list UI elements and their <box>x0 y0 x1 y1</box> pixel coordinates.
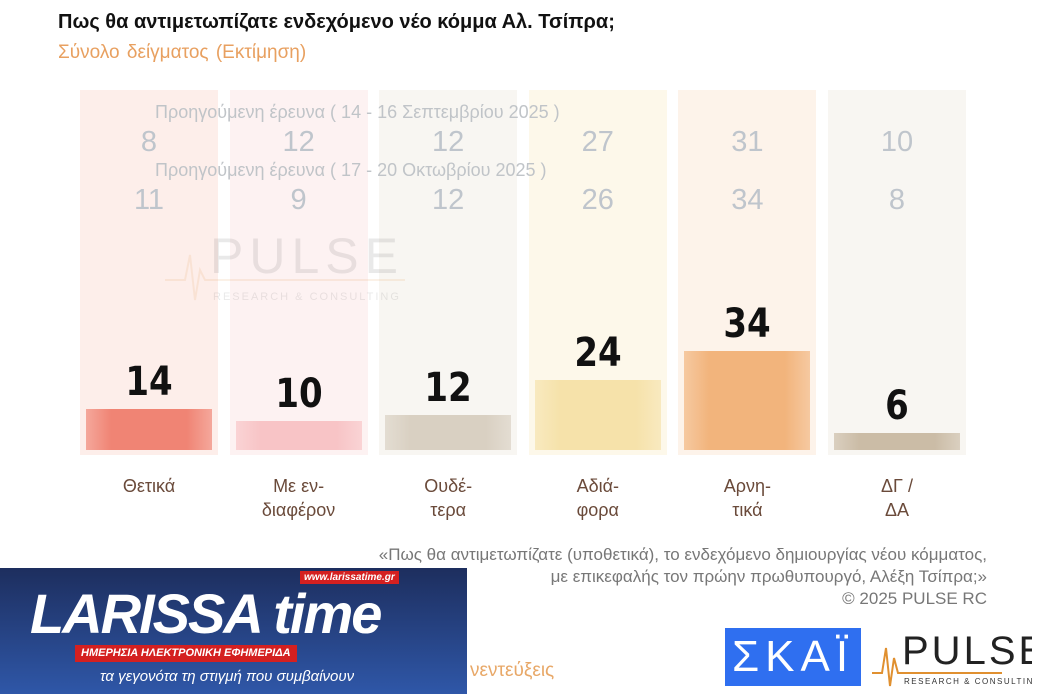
previous-survey-label: Προηγούμενη έρευνα ( 17 - 20 Οκτωβρίου 2… <box>155 160 547 180</box>
category-label: τικά <box>732 500 763 520</box>
previous-value: 11 <box>133 184 165 216</box>
previous-value: 8 <box>888 184 906 216</box>
category-label: Αρνη- <box>723 476 772 496</box>
category-label: Ουδέ- <box>424 476 473 496</box>
larissa-url: www.larissatime.gr <box>300 571 399 584</box>
bar <box>684 351 811 450</box>
previous-value: 8 <box>140 126 158 158</box>
bar-value-label: 34 <box>723 301 772 348</box>
previous-value: 10 <box>880 126 914 158</box>
question-note-line2: με επικεφαλής τον πρώην πρωθυπουργό, Αλέ… <box>550 567 987 586</box>
question-note-line1: «Πως θα αντιμετωπίζατε (υποθετικά), το ε… <box>378 545 987 564</box>
larissa-slogan: τα γεγονότα τη στιγμή που συμβαίνουν <box>100 668 355 685</box>
copyright: © 2025 PULSE RC <box>842 589 987 608</box>
previous-value: 12 <box>282 126 315 158</box>
column-background <box>80 90 218 455</box>
previous-value: 12 <box>432 126 465 158</box>
column-background <box>379 90 518 455</box>
bar-value-label: 12 <box>424 365 472 412</box>
bar <box>86 409 212 450</box>
larissa-tagline: ΗΜΕΡΗΣΙΑ ΗΛΕΚΤΡΟΝΙΚΗ ΕΦΗΜΕΡΙΔΑ <box>75 645 297 662</box>
bar <box>534 380 661 450</box>
pulse-logo: PULSE RESEARCH & CONSULTING <box>872 629 1032 687</box>
bar <box>385 415 512 450</box>
bar-value-label: 14 <box>125 359 173 406</box>
category-label: φορα <box>576 500 619 520</box>
category-label: Με εν- <box>273 476 325 496</box>
bar <box>834 432 960 450</box>
larissa-logo: LARISSA time <box>30 582 382 645</box>
chart-subtitle: Σύνολο δείγματος (Εκτίμηση) <box>58 42 307 63</box>
category-label: Θετικά <box>122 476 176 496</box>
svg-text:RESEARCH & CONSULTING: RESEARCH & CONSULTING <box>213 291 401 303</box>
bar-value-label: 6 <box>885 382 909 429</box>
bar-value-label: 10 <box>274 371 323 417</box>
skai-logo: ΣΚΑΪ <box>725 628 861 686</box>
column-background <box>828 90 966 455</box>
pulse-watermark: PULSE RESEARCH & CONSULTING <box>165 228 405 303</box>
chart-title: Πως θα αντιμετωπίζατε ενδεχόμενο νέο κόμ… <box>58 11 615 33</box>
category-label: τερα <box>430 500 467 520</box>
larissatime-banner[interactable]: www.larissatime.gr LARISSA time ΗΜΕΡΗΣΙΑ… <box>0 568 467 694</box>
category-label: διαφέρον <box>261 500 336 520</box>
svg-text:RESEARCH & CONSULTING: RESEARCH & CONSULTING <box>904 677 1032 686</box>
category-label: ΔΑ <box>884 500 910 520</box>
previous-survey-label: Προηγούμενη έρευνα ( 14 - 16 Σεπτεμβρίου… <box>155 102 560 122</box>
svg-text:PULSE: PULSE <box>210 228 404 284</box>
category-label: Αδιά- <box>576 476 620 496</box>
previous-value: 31 <box>731 126 764 158</box>
svg-text:PULSE: PULSE <box>902 629 1032 673</box>
previous-value: 9 <box>290 184 307 216</box>
category-label: ΔΓ / <box>881 476 913 496</box>
previous-value: 27 <box>581 126 614 158</box>
previous-value: 34 <box>731 184 764 216</box>
partial-text: νεντεύξεις <box>470 660 555 681</box>
previous-value: 12 <box>432 184 465 216</box>
bar-value-label: 24 <box>574 330 622 377</box>
previous-value: 26 <box>581 184 614 216</box>
bar <box>235 421 362 450</box>
column-background <box>229 90 368 455</box>
